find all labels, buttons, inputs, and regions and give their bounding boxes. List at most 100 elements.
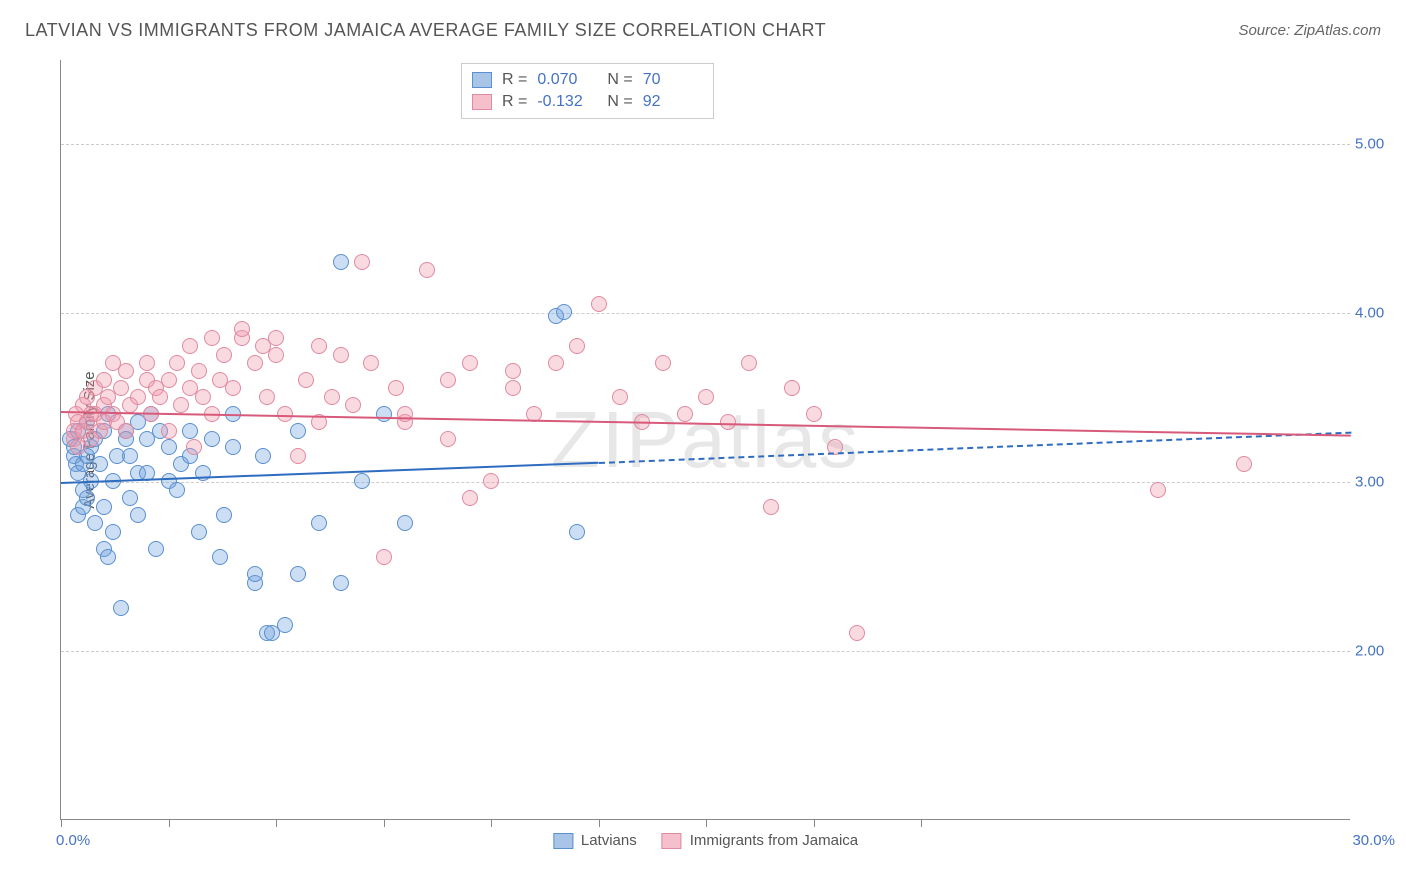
data-point xyxy=(268,347,284,363)
data-point xyxy=(440,431,456,447)
data-point xyxy=(655,355,671,371)
swatch-jamaica xyxy=(472,94,492,110)
data-point xyxy=(677,406,693,422)
data-point xyxy=(96,499,112,515)
legend-label-latvians: Latvians xyxy=(581,832,637,849)
legend-label-jamaica: Immigrants from Jamaica xyxy=(690,832,858,849)
data-point xyxy=(92,456,108,472)
data-point xyxy=(182,338,198,354)
data-point xyxy=(130,389,146,405)
data-point xyxy=(376,549,392,565)
x-tick xyxy=(491,819,492,827)
data-point xyxy=(388,380,404,396)
header: LATVIAN VS IMMIGRANTS FROM JAMAICA AVERA… xyxy=(25,20,1381,41)
data-point xyxy=(354,254,370,270)
data-point xyxy=(290,423,306,439)
data-point xyxy=(569,524,585,540)
x-tick xyxy=(814,819,815,827)
r-value-latvians: 0.070 xyxy=(537,71,597,89)
data-point xyxy=(247,566,263,582)
x-axis-min-label: 0.0% xyxy=(56,832,90,849)
data-point xyxy=(376,406,392,422)
data-point xyxy=(234,321,250,337)
data-point xyxy=(849,625,865,641)
n-value-latvians: 70 xyxy=(643,71,703,89)
data-point xyxy=(113,380,129,396)
data-point xyxy=(182,423,198,439)
stats-row-latvians: R = 0.070 N = 70 xyxy=(472,69,703,91)
data-point xyxy=(345,397,361,413)
swatch-latvians xyxy=(472,72,492,88)
n-value-jamaica: 92 xyxy=(643,93,703,111)
data-point xyxy=(161,423,177,439)
data-point xyxy=(1150,482,1166,498)
swatch-latvians xyxy=(553,833,573,849)
data-point xyxy=(259,389,275,405)
data-point xyxy=(268,330,284,346)
data-point xyxy=(152,389,168,405)
data-point xyxy=(139,355,155,371)
data-point xyxy=(225,439,241,455)
data-point xyxy=(122,448,138,464)
y-tick-label: 5.00 xyxy=(1355,136,1400,153)
plot-area: ZIPatlas Average Family Size 0.0% 30.0% … xyxy=(60,60,1350,820)
data-point xyxy=(333,254,349,270)
data-point xyxy=(556,304,572,320)
data-point xyxy=(419,262,435,278)
data-point xyxy=(505,363,521,379)
x-tick xyxy=(599,819,600,827)
trendline xyxy=(61,411,1351,437)
data-point xyxy=(290,566,306,582)
data-point xyxy=(763,499,779,515)
x-tick xyxy=(276,819,277,827)
data-point xyxy=(186,439,202,455)
y-tick-label: 3.00 xyxy=(1355,474,1400,491)
data-point xyxy=(79,490,95,506)
x-axis-max-label: 30.0% xyxy=(1352,832,1395,849)
data-point xyxy=(311,338,327,354)
data-point xyxy=(324,389,340,405)
data-point xyxy=(118,423,134,439)
data-point xyxy=(130,507,146,523)
data-point xyxy=(397,515,413,531)
data-point xyxy=(483,473,499,489)
legend-item-jamaica: Immigrants from Jamaica xyxy=(662,832,858,849)
data-point xyxy=(784,380,800,396)
data-point xyxy=(298,372,314,388)
data-point xyxy=(255,448,271,464)
data-point xyxy=(113,600,129,616)
data-point xyxy=(462,490,478,506)
data-point xyxy=(191,363,207,379)
data-point xyxy=(806,406,822,422)
bottom-legend: Latvians Immigrants from Jamaica xyxy=(553,832,858,849)
data-point xyxy=(363,355,379,371)
data-point xyxy=(161,372,177,388)
y-tick-label: 2.00 xyxy=(1355,643,1400,660)
data-point xyxy=(173,397,189,413)
x-tick xyxy=(384,819,385,827)
source-attribution: Source: ZipAtlas.com xyxy=(1238,22,1381,39)
data-point xyxy=(105,524,121,540)
data-point xyxy=(698,389,714,405)
data-point xyxy=(204,431,220,447)
data-point xyxy=(216,507,232,523)
r-value-jamaica: -0.132 xyxy=(537,93,597,111)
x-tick xyxy=(921,819,922,827)
data-point xyxy=(169,482,185,498)
data-point xyxy=(225,380,241,396)
x-tick xyxy=(706,819,707,827)
data-point xyxy=(87,515,103,531)
data-point xyxy=(548,355,564,371)
data-point xyxy=(118,363,134,379)
stats-row-jamaica: R = -0.132 N = 92 xyxy=(472,91,703,113)
data-point xyxy=(195,389,211,405)
chart-title: LATVIAN VS IMMIGRANTS FROM JAMAICA AVERA… xyxy=(25,20,826,41)
data-point xyxy=(741,355,757,371)
x-tick xyxy=(169,819,170,827)
x-tick xyxy=(61,819,62,827)
data-point xyxy=(277,406,293,422)
stats-legend: R = 0.070 N = 70 R = -0.132 N = 92 xyxy=(461,63,714,119)
data-point xyxy=(333,575,349,591)
data-point xyxy=(204,330,220,346)
data-point xyxy=(169,355,185,371)
